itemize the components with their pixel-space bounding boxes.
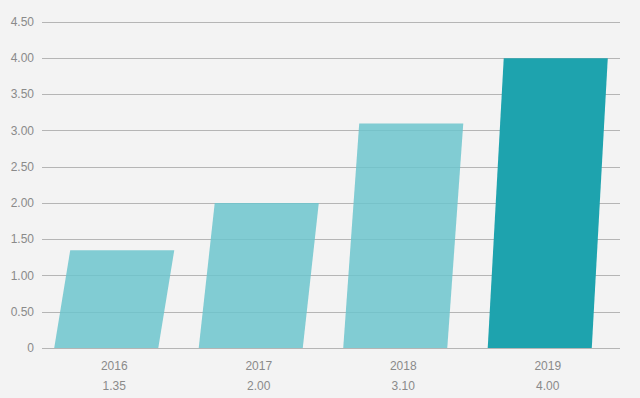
svg-text:0.50: 0.50: [11, 305, 35, 319]
svg-text:3.50: 3.50: [11, 87, 35, 101]
svg-text:4.00: 4.00: [11, 51, 35, 65]
svg-text:4.00: 4.00: [536, 379, 560, 393]
svg-text:3.00: 3.00: [11, 124, 35, 138]
svg-text:0: 0: [27, 341, 34, 355]
svg-text:4.50: 4.50: [11, 15, 35, 29]
svg-text:2.50: 2.50: [11, 160, 35, 174]
svg-text:3.10: 3.10: [392, 379, 416, 393]
svg-text:2017: 2017: [245, 359, 272, 373]
svg-text:1.50: 1.50: [11, 232, 35, 246]
svg-text:1.35: 1.35: [103, 379, 127, 393]
svg-text:2.00: 2.00: [247, 379, 271, 393]
svg-text:2019: 2019: [534, 359, 561, 373]
svg-text:2016: 2016: [101, 359, 128, 373]
svg-text:2.00: 2.00: [11, 196, 35, 210]
svg-text:2018: 2018: [390, 359, 417, 373]
svg-text:1.00: 1.00: [11, 269, 35, 283]
